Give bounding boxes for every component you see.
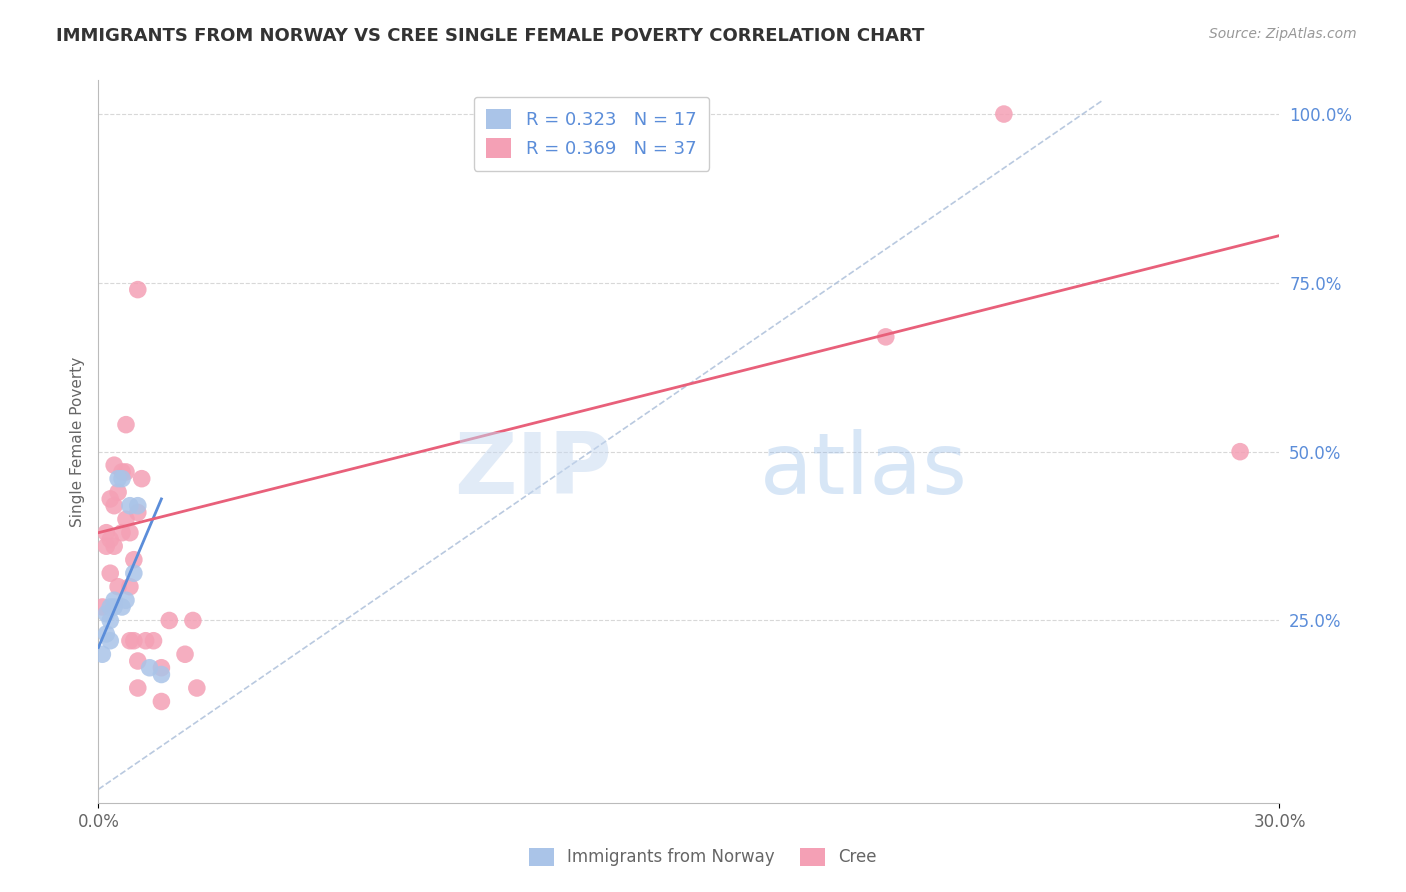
- Point: [127, 505, 149, 519]
- Point: [107, 485, 129, 500]
- Text: atlas: atlas: [759, 429, 967, 512]
- Point: [186, 681, 208, 695]
- Point: [118, 580, 141, 594]
- Point: [98, 614, 121, 628]
- Point: [96, 627, 118, 641]
- Point: [127, 681, 149, 695]
- Legend: Immigrants from Norway, Cree: Immigrants from Norway, Cree: [520, 839, 886, 875]
- Point: [111, 599, 134, 614]
- Point: [150, 694, 173, 708]
- Legend: R = 0.323   N = 17, R = 0.369   N = 37: R = 0.323 N = 17, R = 0.369 N = 37: [474, 96, 709, 170]
- Point: [131, 472, 153, 486]
- Point: [96, 525, 118, 540]
- Point: [127, 654, 149, 668]
- Text: ZIP: ZIP: [454, 429, 612, 512]
- Point: [107, 472, 129, 486]
- Point: [98, 633, 121, 648]
- Point: [98, 599, 121, 614]
- Y-axis label: Single Female Poverty: Single Female Poverty: [69, 357, 84, 526]
- Point: [135, 633, 157, 648]
- Text: Source: ZipAtlas.com: Source: ZipAtlas.com: [1209, 27, 1357, 41]
- Point: [157, 614, 180, 628]
- Point: [96, 607, 118, 621]
- Point: [96, 539, 118, 553]
- Point: [138, 661, 160, 675]
- Point: [118, 633, 141, 648]
- Point: [122, 552, 145, 566]
- Point: [111, 465, 134, 479]
- Point: [993, 107, 1015, 121]
- Point: [150, 667, 173, 681]
- Point: [107, 580, 129, 594]
- Point: [118, 525, 141, 540]
- Point: [127, 499, 149, 513]
- Point: [103, 539, 125, 553]
- Point: [103, 593, 125, 607]
- Point: [115, 417, 138, 432]
- Point: [103, 499, 125, 513]
- Point: [1229, 444, 1251, 458]
- Point: [111, 525, 134, 540]
- Text: IMMIGRANTS FROM NORWAY VS CREE SINGLE FEMALE POVERTY CORRELATION CHART: IMMIGRANTS FROM NORWAY VS CREE SINGLE FE…: [56, 27, 925, 45]
- Point: [115, 465, 138, 479]
- Point: [115, 593, 138, 607]
- Point: [98, 533, 121, 547]
- Point: [875, 330, 897, 344]
- Point: [181, 614, 204, 628]
- Point: [98, 491, 121, 506]
- Point: [122, 633, 145, 648]
- Point: [111, 472, 134, 486]
- Point: [91, 647, 114, 661]
- Point: [103, 599, 125, 614]
- Point: [142, 633, 165, 648]
- Point: [98, 566, 121, 581]
- Point: [115, 512, 138, 526]
- Point: [91, 599, 114, 614]
- Point: [127, 283, 149, 297]
- Point: [150, 661, 173, 675]
- Point: [118, 499, 141, 513]
- Point: [122, 566, 145, 581]
- Point: [103, 458, 125, 472]
- Point: [174, 647, 197, 661]
